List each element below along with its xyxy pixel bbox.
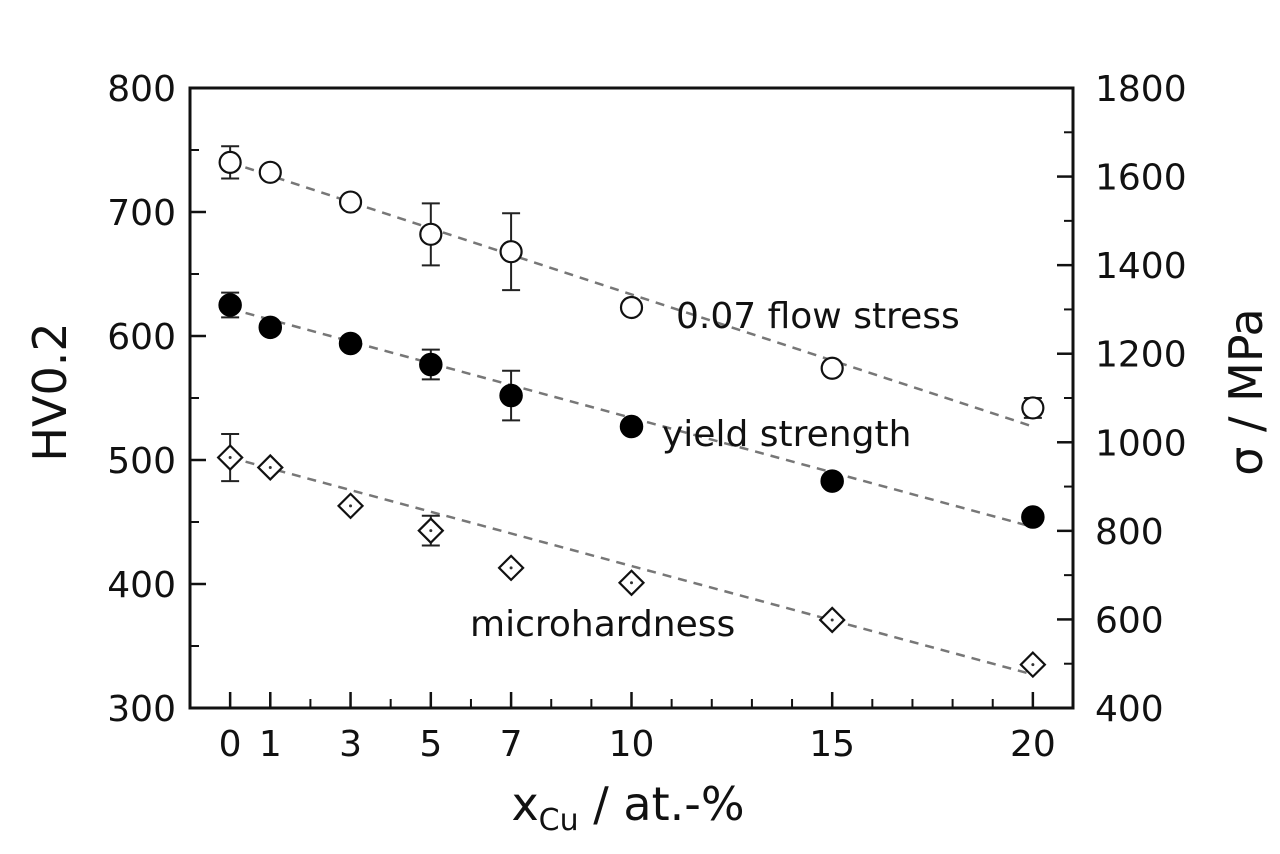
data-point-yield-strength (619, 414, 644, 439)
x-tick-label: 0 (219, 724, 242, 765)
data-point-flow-stress (338, 190, 363, 214)
fit-line-2 (229, 456, 1034, 676)
y-right-tick-label: 1000 (1095, 423, 1187, 464)
series-label-microhardness: microhardness (470, 604, 735, 645)
x-tick-label: 1 (259, 724, 282, 765)
data-point-center-dot (830, 618, 834, 622)
data-point-yield-strength (258, 315, 283, 340)
x-axis-title-rest: / at.-% (579, 777, 745, 831)
y-left-tick-label: 600 (107, 317, 176, 358)
x-tick-label: 7 (500, 724, 523, 765)
x-axis-title-sub: Cu (539, 803, 579, 838)
data-point-center-dot (268, 465, 272, 469)
y-left-tick-label: 700 (107, 193, 176, 234)
y-left-tick-label: 500 (107, 441, 176, 482)
x-tick-label: 20 (1010, 724, 1056, 765)
data-point-flow-stress (419, 222, 443, 246)
data-point-flow-stress (218, 150, 242, 174)
data-point-yield-strength (820, 469, 844, 493)
x-axis-title: xCu / at.-% (511, 777, 744, 838)
data-point-yield-strength (218, 293, 242, 317)
y-right-tick-label: 1200 (1095, 335, 1187, 376)
data-point-flow-stress (499, 240, 523, 264)
x-axis-title-main: x (511, 777, 538, 831)
data-point-flow-stress (258, 160, 282, 184)
fit-line-0 (229, 161, 1034, 428)
y-right-tick-label: 1400 (1095, 246, 1187, 287)
data-point-flow-stress (1021, 396, 1045, 420)
x-tick-label: 5 (419, 724, 442, 765)
y-right-tick-label: 1800 (1095, 69, 1187, 110)
y-left-tick-label: 300 (107, 689, 176, 730)
data-point-yield-strength (338, 331, 363, 356)
y-left-tick-label: 400 (107, 565, 176, 606)
y-axis-right-title: σ / MPa (1219, 308, 1273, 475)
data-point-center-dot (228, 456, 232, 460)
data-points (216, 150, 1047, 679)
data-point-yield-strength (499, 383, 523, 408)
data-point-center-dot (509, 566, 513, 570)
y-right-tick-label: 400 (1095, 689, 1164, 730)
x-tick-label: 15 (809, 724, 855, 765)
series-label-yield-strength: yield strength (662, 414, 911, 455)
data-point-flow-stress (820, 356, 844, 380)
y-axis-left-title: HV0.2 (23, 322, 77, 461)
y-right-tick-label: 1600 (1095, 158, 1187, 199)
axis-ticks: 3004005006007008004006008001000120014001… (107, 69, 1186, 765)
y-left-tick-label: 800 (107, 69, 176, 110)
data-point-center-dot (349, 504, 353, 508)
fit-lines (229, 161, 1034, 676)
y-right-tick-label: 600 (1095, 600, 1164, 641)
data-point-center-dot (1031, 663, 1035, 667)
data-point-center-dot (429, 529, 433, 533)
data-point-center-dot (630, 581, 633, 585)
data-point-yield-strength (1021, 505, 1045, 529)
fit-line-1 (229, 307, 1034, 529)
x-tick-label: 3 (339, 724, 362, 765)
data-point-flow-stress (619, 295, 644, 320)
data-point-yield-strength (419, 352, 443, 377)
y-right-tick-label: 800 (1095, 512, 1164, 553)
series-label-flow-stress: 0.07 flow stress (676, 296, 960, 337)
x-tick-label: 10 (609, 724, 655, 765)
